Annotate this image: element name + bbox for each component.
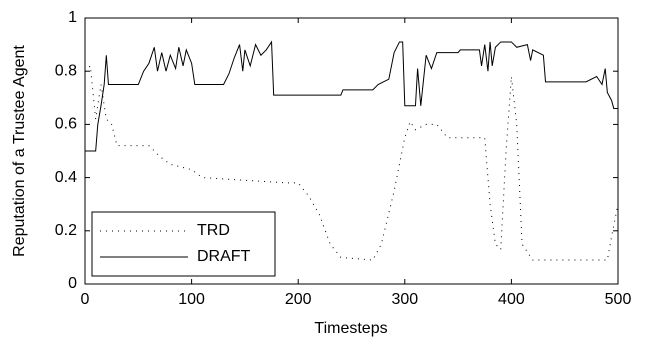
x-tick-label: 200 [285, 291, 312, 308]
y-tick-label: 0.8 [55, 62, 77, 79]
x-tick-label: 400 [498, 291, 525, 308]
x-tick-label: 100 [178, 291, 205, 308]
y-tick-label: 0.2 [55, 222, 77, 239]
x-tick-label: 300 [391, 291, 418, 308]
x-axis-label: Timesteps [314, 320, 387, 337]
y-tick-label: 0 [68, 275, 77, 292]
legend-box [91, 211, 276, 277]
y-tick-label: 0.6 [55, 116, 77, 133]
x-tick-label: 0 [81, 291, 90, 308]
y-tick-label: 0.4 [55, 169, 77, 186]
legend-label: TRD [197, 222, 230, 239]
y-axis-label: Reputation of a Trustee Agent [11, 45, 28, 257]
series-line [85, 40, 618, 152]
x-tick-label: 500 [605, 291, 632, 308]
legend-label: DRAFT [197, 248, 251, 265]
y-tick-label: 1 [68, 9, 77, 26]
